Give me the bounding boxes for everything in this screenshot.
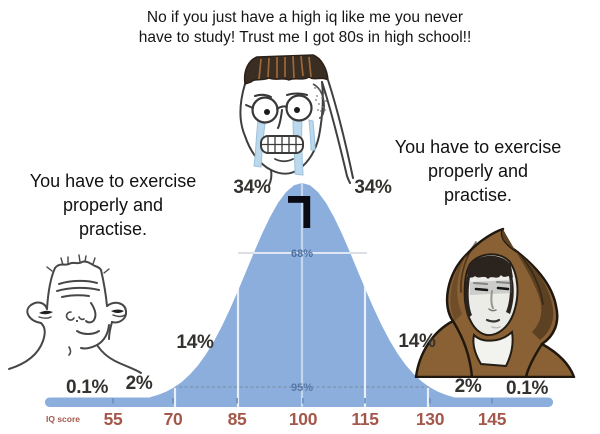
left-caption-line: You have to exercise: [29, 171, 197, 191]
right-caption-line: You have to exercise: [394, 137, 562, 157]
left-caption: You have to exercise properly and practi…: [14, 170, 212, 241]
percent-label-left-14: 14%: [176, 332, 214, 353]
percent-label-right-34: 34%: [354, 177, 392, 198]
percent-label-right-2: 2%: [454, 376, 482, 397]
percent-label-far-left: 0.1%: [65, 377, 109, 398]
crying-midwit-wojak-illustration: [239, 54, 354, 186]
x-tick-85: 85: [227, 409, 247, 429]
black-seven-mark: [288, 196, 311, 228]
x-tick-130: 130: [415, 409, 445, 429]
hooded-wojak-illustration: [414, 227, 576, 378]
x-axis-title: IQ score: [46, 414, 81, 424]
coverage-68-label: 68%: [291, 248, 313, 260]
percent-label-left-2: 2%: [125, 373, 153, 394]
top-caption-line: No if you just have a high iq like me yo…: [146, 9, 464, 26]
x-tick-70: 70: [163, 409, 183, 429]
right-caption-line: practise.: [443, 184, 513, 205]
right-caption: You have to exercise properly and practi…: [379, 136, 577, 207]
percent-label-right-14: 14%: [398, 331, 436, 352]
left-caption-line: practise.: [78, 218, 148, 239]
coverage-95-label: 95%: [291, 382, 313, 394]
top-caption-line: have to study! Trust me I got 80s in hig…: [138, 28, 472, 46]
left-caption-line: properly and: [62, 194, 164, 215]
top-caption: No if you just have a high iq like me yo…: [80, 8, 530, 48]
x-tick-145: 145: [477, 409, 507, 429]
percent-label-far-right: 0.1%: [505, 378, 549, 399]
right-caption-line: properly and: [427, 160, 529, 181]
x-tick-115: 115: [351, 409, 379, 429]
x-tick-55: 55: [103, 409, 123, 429]
brainlet-wojak-illustration: [8, 254, 142, 374]
percent-label-left-34: 34%: [233, 177, 271, 198]
x-tick-100: 100: [288, 409, 318, 429]
